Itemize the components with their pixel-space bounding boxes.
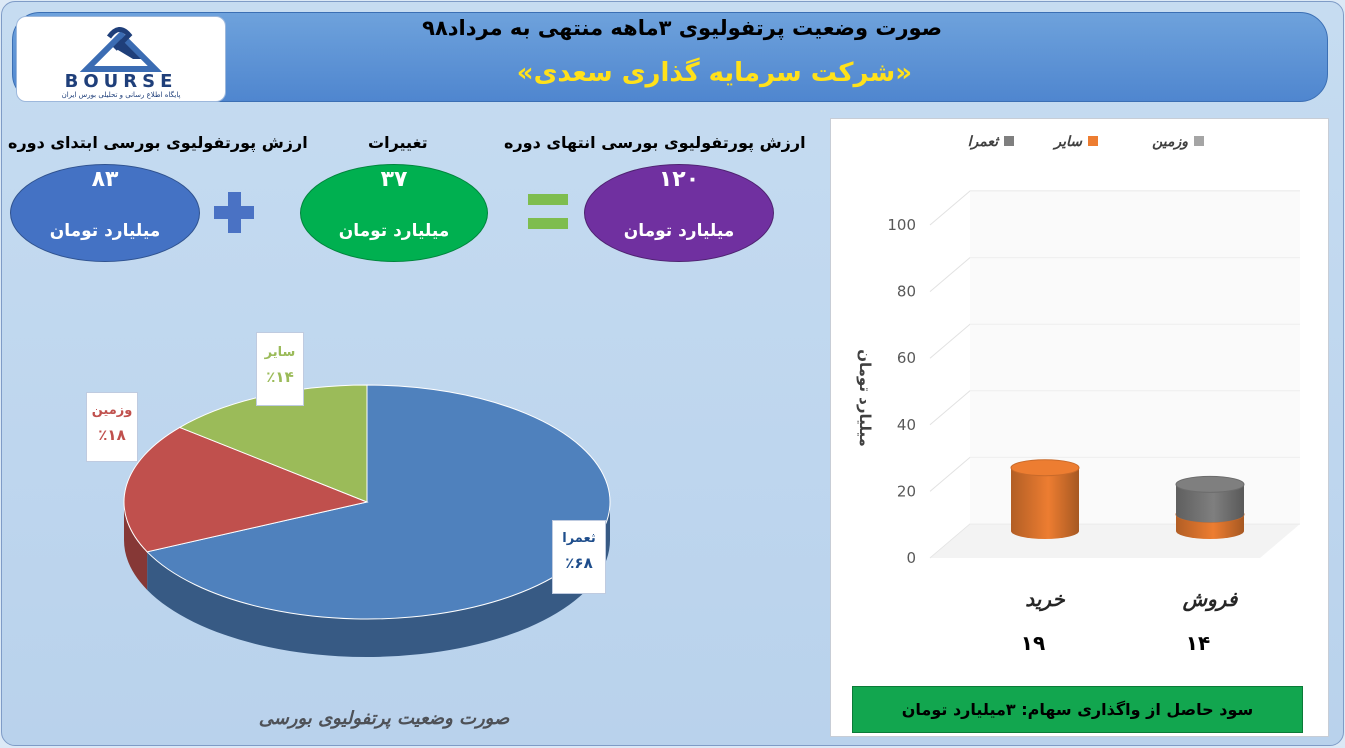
bar-0-1	[1010, 459, 1080, 539]
logo-word: BOURSE	[64, 71, 178, 92]
company-title: «شرکت سرمایه گذاری سعدی»	[516, 58, 912, 88]
start-value-heading: ارزش پورتفولیوی بورسی ابتدای دوره	[8, 133, 308, 152]
y-tick-3: 60	[897, 349, 916, 367]
category-total-0: ۱۹	[1021, 631, 1045, 655]
logo-mark-icon	[79, 27, 163, 72]
change-ellipse: ۳۷ میلیارد تومان	[300, 164, 488, 262]
start-value-unit: میلیارد تومان	[49, 221, 161, 241]
pie-slice-1	[123, 426, 369, 553]
pie-value-saamra: ٪۶۸	[565, 554, 593, 572]
pie-side-walls	[124, 502, 611, 657]
y-tick-4: 80	[897, 283, 916, 301]
category-total-1: ۱۴	[1186, 631, 1210, 655]
pie-top	[123, 384, 611, 620]
y-tick-5: 100	[887, 216, 916, 234]
change-value-unit: میلیارد تومان	[338, 221, 450, 241]
end-value: ۱۲۰	[658, 167, 700, 192]
legend-swatch-0	[1194, 136, 1204, 146]
legend-label-0: وزمین	[1152, 134, 1188, 150]
pie-value-vazmin: ٪۱۸	[98, 426, 126, 444]
change-heading: تغییرات	[368, 133, 428, 152]
y-tick-labels: 0 20 40 60 80 100	[887, 216, 916, 567]
portfolio-pie-chart	[123, 384, 611, 657]
pie-callout-saamra: ثعمرا ٪۶۸	[552, 520, 606, 594]
pie-wall-0	[147, 502, 611, 657]
pie-label-sayer: سایر	[264, 345, 296, 360]
pie-label-saamra: ثعمرا	[562, 531, 596, 546]
category-label-1: فروش	[1182, 587, 1239, 612]
y-axis-label: میلیارد تومان	[856, 349, 874, 447]
end-value-ellipse: ۱۲۰ میلیارد تومان	[584, 164, 774, 262]
category-label-0: خرید	[1025, 587, 1065, 612]
pie-callout-vazmin: وزمین ٪۱۸	[86, 392, 138, 462]
title-banner	[12, 12, 1328, 102]
pie-label-vazmin: وزمین	[91, 403, 133, 418]
legend-label-2: ثعمرا	[968, 134, 1000, 150]
trade-bar-chart: 0 20 40 60 80 100 میلیارد تومان وزمین سایر ثعمرا خ…	[856, 134, 1300, 655]
end-value-unit: میلیارد تومان	[623, 221, 735, 241]
bar-legend: وزمین سایر ثعمرا	[968, 134, 1204, 150]
y-tick-2: 40	[897, 416, 916, 434]
bar-1-2	[1175, 475, 1245, 523]
y-tick-1: 20	[897, 482, 916, 500]
logo-subtitle: پایگاه اطلاع رسانی و تحلیلی بورس ایران	[61, 91, 181, 99]
legend-swatch-2	[1004, 136, 1014, 146]
pie-wall-1	[124, 502, 148, 590]
page-title: صورت وضعیت پرتفولیوی ۳ماهه منتهی به مردا…	[422, 16, 942, 40]
pie-callout-sayer: سایر ٪۱۴	[256, 332, 304, 406]
legend-swatch-1	[1088, 136, 1098, 146]
change-value: ۳۷	[380, 167, 408, 192]
legend-label-1: سایر	[1052, 134, 1083, 150]
profit-banner: سود حاصل از واگذاری سهام: ۳میلیارد تومان	[852, 686, 1303, 733]
bourse-logo: BOURSE پایگاه اطلاع رسانی و تحلیلی بورس …	[16, 16, 226, 102]
bar-cylinders	[1010, 459, 1245, 539]
y-tick-0: 0	[906, 549, 916, 567]
start-value: ۸۳	[91, 167, 119, 192]
bar-floor	[930, 524, 1300, 558]
portfolio-caption: صورت وضعیت پرتفولیوی بورسی	[258, 708, 510, 729]
start-value-ellipse: ۸۳ میلیارد تومان	[10, 164, 200, 262]
pie-value-sayer: ٪۱۴	[266, 368, 294, 386]
end-value-heading: ارزش پورتفولیوی بورسی انتهای دوره	[504, 133, 806, 152]
